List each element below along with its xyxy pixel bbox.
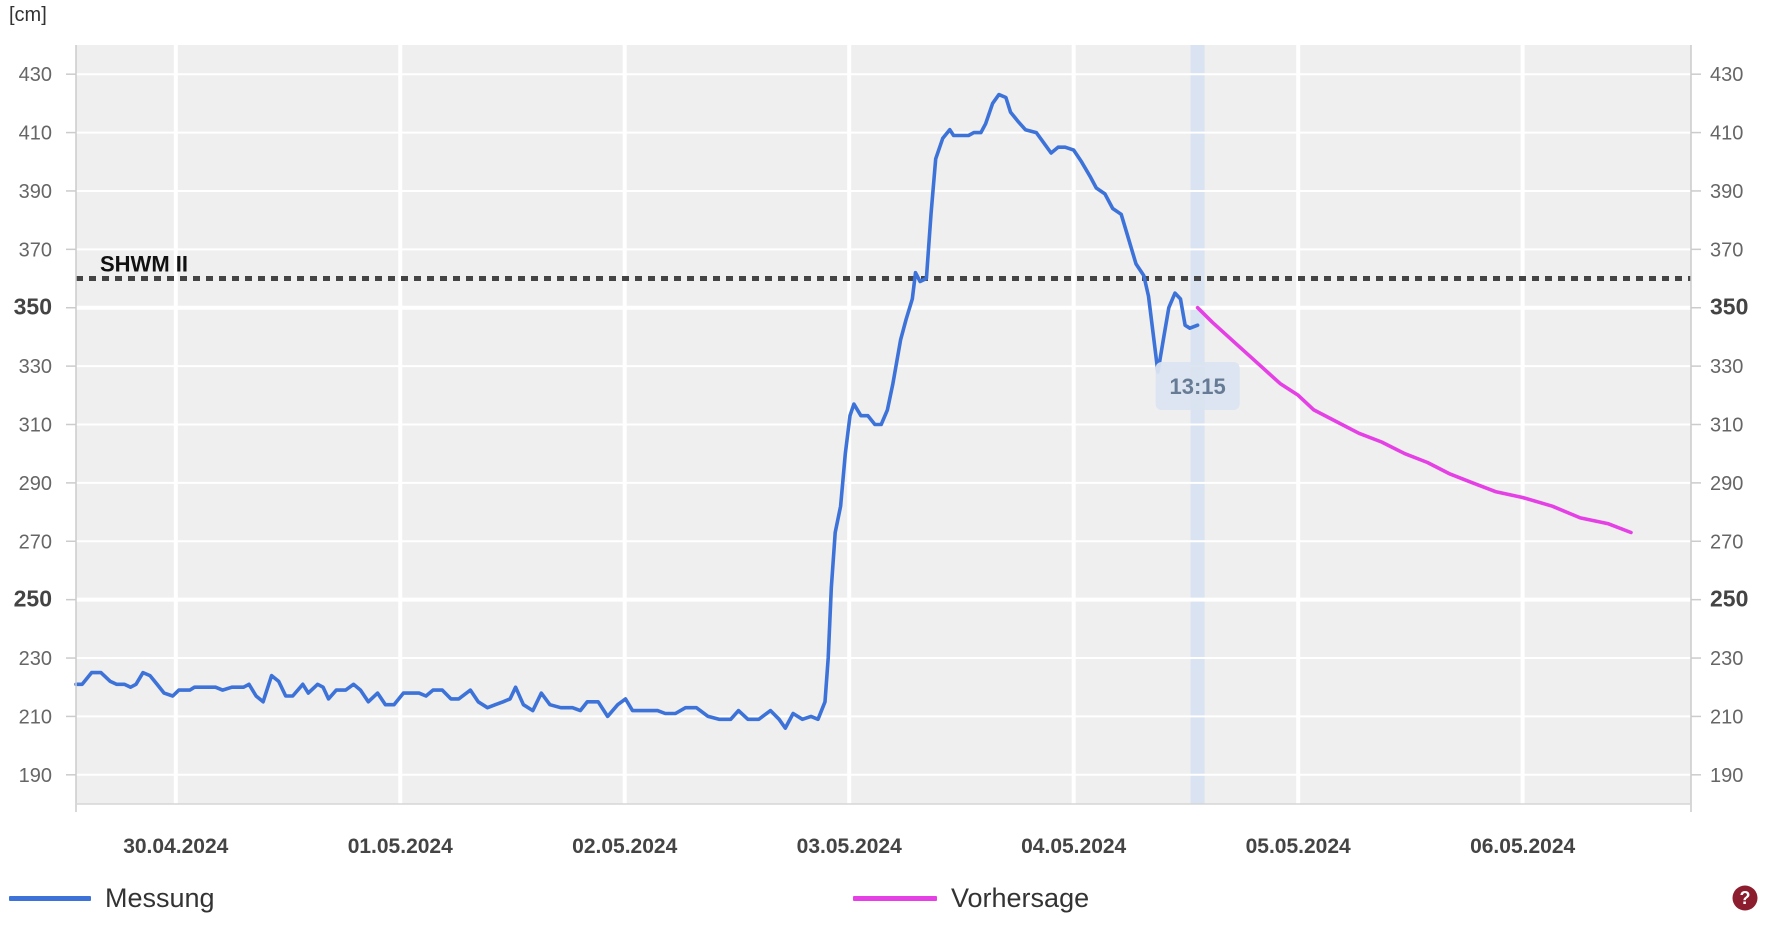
y-tick-label-left: 370 <box>19 239 52 261</box>
y-axis-unit-label: [cm] <box>9 4 47 26</box>
x-tick-label: 04.05.2024 <box>1021 835 1126 858</box>
y-tick-label-left: 410 <box>19 123 52 145</box>
y-tick-label-left: 190 <box>19 765 52 787</box>
current-time-label: 13:15 <box>1169 374 1225 399</box>
legend-swatch-messung <box>9 896 91 901</box>
y-tick-label-left: 210 <box>19 706 52 728</box>
legend-swatch-vorhersage <box>853 896 937 901</box>
y-tick-label-left: 430 <box>19 64 52 86</box>
y-tick-label-left: 250 <box>14 586 52 612</box>
x-tick-label: 01.05.2024 <box>348 835 453 858</box>
y-tick-label-left: 230 <box>19 648 52 670</box>
question-circle-icon[interactable]: ? <box>1732 885 1758 911</box>
y-tick-label-right: 390 <box>1710 181 1743 203</box>
y-tick-label-left: 310 <box>19 415 52 437</box>
y-tick-label-right: 410 <box>1710 123 1743 145</box>
series-line-messung <box>74 92 1200 730</box>
y-tick-label-right: 350 <box>1710 294 1748 320</box>
x-tick-label: 02.05.2024 <box>572 835 677 858</box>
legend-label-vorhersage[interactable]: Vorhersage <box>951 883 1090 913</box>
y-tick-label-left: 390 <box>19 181 52 203</box>
y-tick-label-left: 290 <box>19 473 52 495</box>
y-tick-label-right: 290 <box>1710 473 1743 495</box>
legend-label-messung[interactable]: Messung <box>105 883 215 913</box>
y-tick-label-left: 350 <box>14 294 52 320</box>
x-tick-label: 05.05.2024 <box>1246 835 1351 858</box>
y-tick-label-right: 330 <box>1710 356 1743 378</box>
x-tick-label: 30.04.2024 <box>123 835 228 858</box>
y-tick-label-right: 310 <box>1710 415 1743 437</box>
y-tick-label-right: 270 <box>1710 531 1743 553</box>
y-tick-label-left: 270 <box>19 531 52 553</box>
y-tick-label-right: 210 <box>1710 706 1743 728</box>
y-tick-label-right: 430 <box>1710 64 1743 86</box>
svg-text:?: ? <box>1740 888 1751 908</box>
y-tick-label-left: 330 <box>19 356 52 378</box>
current-time-tooltip <box>1155 362 1240 410</box>
y-tick-label-right: 230 <box>1710 648 1743 670</box>
x-tick-label: 03.05.2024 <box>797 835 902 858</box>
y-tick-label-right: 370 <box>1710 239 1743 261</box>
y-tick-label-right: 250 <box>1710 586 1748 612</box>
y-tick-label-right: 190 <box>1710 765 1743 787</box>
reference-line-label: SHWM II <box>100 252 188 277</box>
series-line-vorhersage <box>1195 305 1633 535</box>
x-tick-label: 06.05.2024 <box>1470 835 1575 858</box>
